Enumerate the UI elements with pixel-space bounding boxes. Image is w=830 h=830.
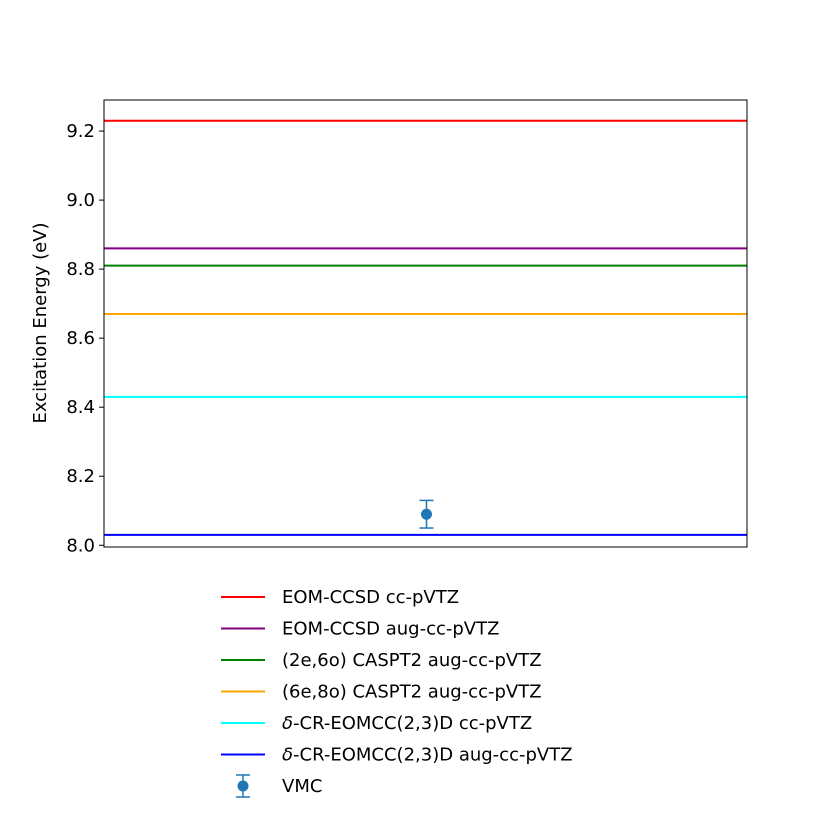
y-axis-label: Excitation Energy (eV) xyxy=(30,222,51,423)
data-point-0 xyxy=(421,508,432,520)
legend-label-4: δ-CR-EOMCC(2,3)D cc-pVTZ xyxy=(282,713,532,734)
y-tick-label-1: 8.2 xyxy=(66,466,95,487)
legend-point-marker-0 xyxy=(237,780,249,792)
legend-point-label-0: VMC xyxy=(282,776,322,797)
legend-label-text-2: (2e,6o) CASPT2 aug-cc-pVTZ xyxy=(282,650,542,671)
legend-label-1: EOM-CCSD aug-cc-pVTZ xyxy=(282,619,499,640)
legend-label-text-4: -CR-EOMCC(2,3)D cc-pVTZ xyxy=(293,713,532,734)
legend-label-text-3: (6e,8o) CASPT2 aug-cc-pVTZ xyxy=(282,682,542,703)
y-tick-label-4: 8.8 xyxy=(66,259,95,280)
legend-label-5: δ-CR-EOMCC(2,3)D aug-cc-pVTZ xyxy=(282,745,573,766)
legend-label-text-1: EOM-CCSD aug-cc-pVTZ xyxy=(282,619,499,640)
y-tick-label-3: 8.6 xyxy=(66,328,95,349)
legend-label-prefix-5: δ xyxy=(282,745,293,766)
legend: EOM-CCSD cc-pVTZ EOM-CCSD aug-cc-pVTZ (2e,… xyxy=(221,587,573,798)
series-lines xyxy=(104,119,747,536)
legend-label-text-5: -CR-EOMCC(2,3)D aug-cc-pVTZ xyxy=(293,745,573,766)
data-points xyxy=(419,499,434,529)
y-tick-label-5: 9.0 xyxy=(66,190,95,211)
legend-label-0: EOM-CCSD cc-pVTZ xyxy=(282,587,459,608)
y-tick-label-0: 8.0 xyxy=(66,535,95,556)
legend-label-prefix-4: δ xyxy=(282,713,293,734)
legend-label-text-0: EOM-CCSD cc-pVTZ xyxy=(282,587,459,608)
plot-background xyxy=(104,100,747,547)
y-tick-label-6: 9.2 xyxy=(66,121,95,142)
plot-frame xyxy=(103,99,748,548)
y-axis: 8.0 8.2 8.4 8.6 8.8 9.0 9.2 xyxy=(66,121,104,556)
legend-label-3: (6e,8o) CASPT2 aug-cc-pVTZ xyxy=(282,682,542,703)
legend-label-2: (2e,6o) CASPT2 aug-cc-pVTZ xyxy=(282,650,542,671)
y-tick-label-2: 8.4 xyxy=(66,397,95,418)
